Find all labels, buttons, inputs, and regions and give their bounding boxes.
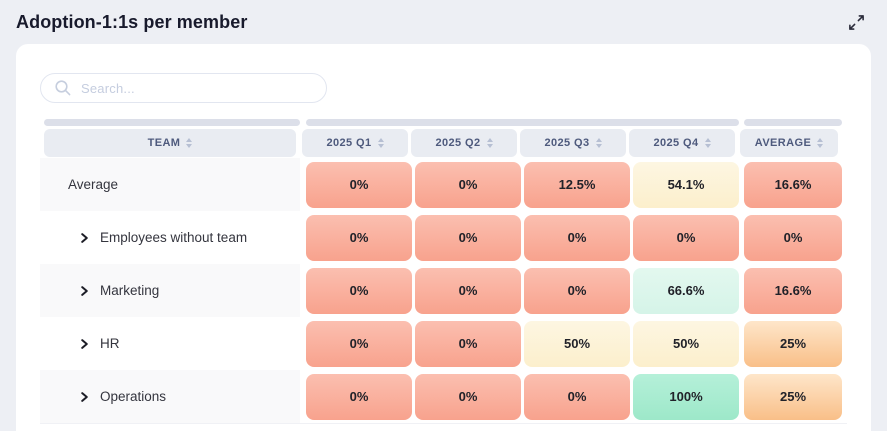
heatmap-cell[interactable]: 54.1%: [633, 161, 739, 208]
table-row: Employees without team 0% 0% 0% 0% 0%: [40, 211, 847, 264]
column-header-team[interactable]: TEAM: [44, 129, 296, 157]
heatmap-cell[interactable]: 66.6%: [633, 267, 739, 314]
search-box[interactable]: [40, 73, 327, 103]
heatmap-cell[interactable]: 25%: [744, 373, 842, 420]
team-label: Operations: [100, 389, 167, 404]
heatmap-cell[interactable]: 0%: [306, 373, 412, 420]
heatmap-cell[interactable]: 0%: [306, 161, 412, 208]
team-label: Average: [68, 177, 119, 192]
table-row: HR 0% 0% 50% 50% 25%: [40, 317, 847, 370]
column-header-label: 2025 Q4: [653, 137, 699, 149]
heatmap-cell[interactable]: 50%: [633, 320, 739, 367]
heatmap-cell[interactable]: 0%: [524, 373, 630, 420]
page-title: Adoption-1:1s per member: [16, 11, 248, 32]
team-label: Marketing: [100, 283, 160, 298]
heatmap-cell[interactable]: 0%: [306, 214, 412, 261]
sort-icon: [486, 138, 493, 148]
column-group-bar: [44, 119, 300, 126]
heatmap-cell[interactable]: 25%: [744, 320, 842, 367]
table-row: Average 0% 0% 12.5% 54.1% 16.6%: [40, 158, 847, 211]
heatmap-cell[interactable]: 100%: [633, 373, 739, 420]
heatmap-cell[interactable]: 0%: [524, 267, 630, 314]
table-row: Operations 0% 0% 0% 100% 25%: [40, 370, 847, 423]
heatmap-cell[interactable]: 0%: [306, 267, 412, 314]
team-label: Employees without team: [100, 230, 248, 245]
adoption-table: TEAM 2025 Q1 2025 Q2 2025 Q3 2025 Q4 AVERAGE …: [40, 119, 847, 424]
team-cell: Marketing: [40, 264, 300, 317]
chevron-right-icon: [79, 232, 90, 244]
heatmap-cell[interactable]: 16.6%: [744, 161, 842, 208]
expand-toggle[interactable]: [79, 338, 90, 350]
expand-toggle[interactable]: [79, 232, 90, 244]
sort-icon: [704, 138, 711, 148]
chevron-right-icon: [79, 391, 90, 403]
heatmap-cell[interactable]: 0%: [306, 320, 412, 367]
sort-icon: [186, 138, 193, 148]
sort-icon: [595, 138, 602, 148]
column-header-label: 2025 Q2: [435, 137, 481, 149]
heatmap-cell[interactable]: 0%: [415, 267, 521, 314]
expand-toggle[interactable]: [79, 285, 90, 297]
column-group-bar: [744, 119, 842, 126]
heatmap-cell[interactable]: 50%: [524, 320, 630, 367]
heatmap-cell[interactable]: 0%: [415, 214, 521, 261]
column-header-q4[interactable]: 2025 Q4: [629, 129, 735, 157]
team-cell: Average: [40, 158, 300, 211]
team-label: HR: [100, 336, 120, 351]
heatmap-cell[interactable]: 0%: [524, 214, 630, 261]
column-header-label: 2025 Q1: [326, 137, 372, 149]
column-header-label: 2025 Q3: [544, 137, 590, 149]
column-header-label: AVERAGE: [754, 137, 812, 149]
heatmap-cell[interactable]: 0%: [415, 373, 521, 420]
sort-icon: [377, 138, 384, 148]
heatmap-cell[interactable]: 16.6%: [744, 267, 842, 314]
expand-toggle[interactable]: [79, 391, 90, 403]
column-header-label: TEAM: [147, 137, 181, 149]
column-header-avg[interactable]: AVERAGE: [740, 129, 838, 157]
column-header-q3[interactable]: 2025 Q3: [520, 129, 626, 157]
search-input[interactable]: [81, 80, 314, 96]
table-row: Marketing 0% 0% 0% 66.6% 16.6%: [40, 264, 847, 317]
column-group-bar: [306, 119, 739, 126]
heatmap-cell[interactable]: 12.5%: [524, 161, 630, 208]
chevron-right-icon: [79, 338, 90, 350]
search-icon: [54, 79, 72, 97]
page-header: Adoption-1:1s per member: [0, 0, 887, 44]
table-header-row: TEAM 2025 Q1 2025 Q2 2025 Q3 2025 Q4 AVERAGE: [40, 129, 847, 157]
expand-button[interactable]: [844, 10, 869, 35]
team-cell: HR: [40, 317, 300, 370]
team-cell: Employees without team: [40, 211, 300, 264]
column-header-q1[interactable]: 2025 Q1: [302, 129, 408, 157]
table-body: Average 0% 0% 12.5% 54.1% 16.6% Employees with…: [40, 158, 847, 424]
heatmap-cell[interactable]: 0%: [415, 161, 521, 208]
chevron-right-icon: [79, 285, 90, 297]
heatmap-cell[interactable]: 0%: [633, 214, 739, 261]
team-cell: Operations: [40, 370, 300, 423]
expand-icon: [848, 14, 865, 31]
heatmap-cell[interactable]: 0%: [744, 214, 842, 261]
column-group-bars: [40, 119, 847, 126]
sort-icon: [817, 138, 824, 148]
heatmap-cell[interactable]: 0%: [415, 320, 521, 367]
column-header-q2[interactable]: 2025 Q2: [411, 129, 517, 157]
